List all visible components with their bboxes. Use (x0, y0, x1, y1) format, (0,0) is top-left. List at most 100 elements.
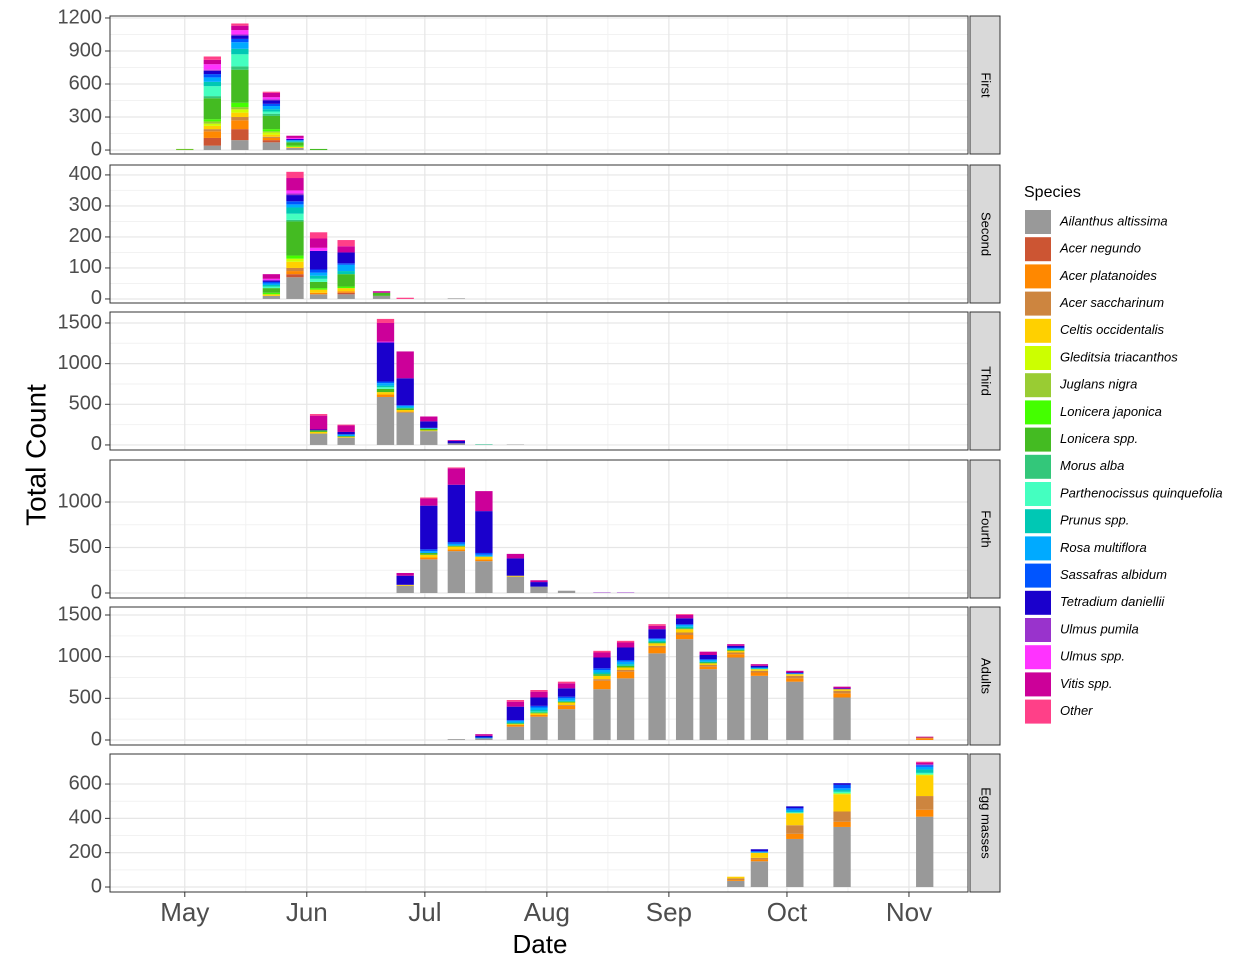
bar-segment (530, 710, 547, 712)
bar-segment (786, 825, 803, 834)
bar-segment (448, 441, 465, 443)
bar-segment (286, 147, 303, 148)
bar-segment (337, 434, 354, 436)
bar-segment (337, 246, 354, 252)
y-tick-label: 400 (69, 163, 102, 185)
legend-label: Morus alba (1060, 458, 1124, 473)
bar-segment (700, 663, 717, 665)
bar-segment (558, 683, 575, 688)
legend-label: Tetradium daniellii (1060, 594, 1165, 609)
bar-segment (263, 274, 280, 279)
bar-segment (648, 643, 665, 644)
bar-segment (397, 576, 414, 585)
bar-segment (530, 582, 547, 587)
bar-segment (727, 658, 744, 741)
y-tick-label: 900 (69, 39, 102, 61)
bar-segment (593, 679, 610, 681)
y-tick-label: 400 (69, 807, 102, 829)
bar-segment (263, 112, 280, 114)
bar-segment (617, 662, 634, 665)
y-tick-label: 0 (91, 728, 102, 750)
bar-segment (286, 271, 303, 274)
bar-segment (916, 810, 933, 817)
bar-segment (204, 74, 221, 77)
bar-segment (833, 792, 850, 794)
bar-segment (286, 148, 303, 150)
bar-segment (204, 96, 221, 98)
bar-segment (916, 738, 933, 740)
bar-segment (310, 251, 327, 270)
bar-segment (263, 135, 280, 137)
bar-segment (337, 271, 354, 274)
bar-segment (448, 551, 465, 593)
x-tick-label: Oct (767, 897, 808, 927)
bar-segment (420, 498, 437, 505)
bar-segment (397, 412, 414, 413)
bar-segment (676, 618, 693, 624)
bar-segment (648, 646, 665, 648)
bar-segment (286, 221, 303, 255)
bar-segment (397, 406, 414, 408)
bar-segment (231, 42, 248, 49)
bar-segment (286, 172, 303, 178)
bar-segment (558, 688, 575, 696)
bar-segment (916, 738, 933, 739)
panel-background (110, 460, 968, 598)
bar-segment (263, 101, 280, 104)
bar-segment (751, 673, 768, 676)
bar-segment (617, 648, 634, 661)
bar-segment (310, 432, 327, 434)
bar-segment (727, 648, 744, 649)
strip-label: Third (979, 366, 994, 396)
bar-segment (286, 262, 303, 268)
strip-label: Adults (979, 658, 994, 695)
bar-segment (676, 627, 693, 629)
bar-segment (231, 36, 248, 39)
bar-segment (204, 121, 221, 123)
bar-segment (507, 727, 524, 740)
bar-segment (204, 70, 221, 71)
bar-segment (420, 559, 437, 593)
bar-segment (786, 671, 803, 673)
bar-segment (310, 273, 327, 276)
bar-segment (310, 293, 327, 295)
bar-segment (916, 773, 933, 775)
bar-segment (530, 717, 547, 740)
bar-segment (263, 280, 280, 282)
legend-key (1025, 428, 1051, 452)
bar-segment (833, 794, 850, 811)
bar-segment (310, 416, 327, 430)
bar-segment (263, 142, 280, 150)
y-tick-label: 1500 (58, 311, 103, 333)
bar-segment (676, 615, 693, 618)
bar-segment (593, 658, 610, 669)
bar-segment (231, 26, 248, 30)
bar-segment (420, 431, 437, 445)
bar-segment (263, 97, 280, 99)
bar-segment (916, 775, 933, 796)
bar-segment (377, 387, 394, 389)
bar-segment (727, 877, 744, 879)
bar-segment (786, 673, 803, 674)
strip-label: Egg masses (979, 787, 994, 859)
bar-segment (786, 806, 803, 808)
x-axis-title: Date (513, 929, 568, 959)
bar-segment (286, 220, 303, 222)
bar-segment (286, 214, 303, 220)
bar-segment (204, 126, 221, 129)
bar-segment (231, 49, 248, 55)
bar-segment (204, 56, 221, 59)
bar-segment (751, 676, 768, 740)
y-tick-label: 200 (69, 225, 102, 247)
bar-segment (751, 860, 768, 862)
bar-segment (530, 713, 547, 715)
bar-segment (420, 549, 437, 551)
y-tick-label: 200 (69, 841, 102, 863)
bar-segment (377, 383, 394, 385)
bar-segment (530, 715, 547, 717)
bar-segment (176, 149, 193, 150)
bar-segment (377, 382, 394, 384)
bar-segment (475, 738, 492, 739)
legend-key (1025, 373, 1051, 397)
